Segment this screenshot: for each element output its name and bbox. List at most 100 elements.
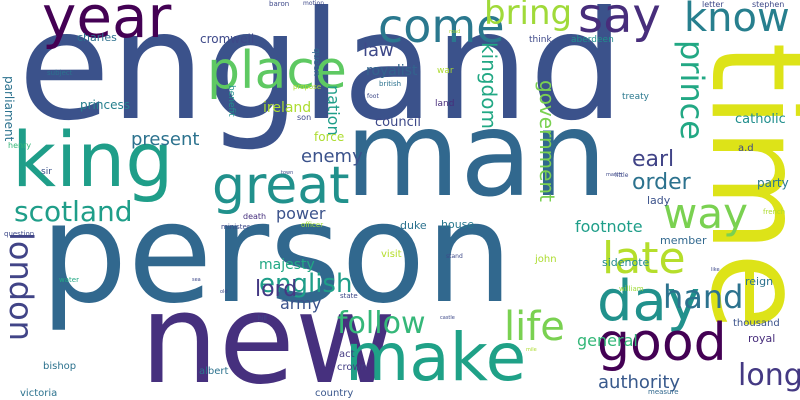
word-like: like xyxy=(711,267,720,273)
word-order: order xyxy=(632,170,691,195)
word-bishop: bishop xyxy=(43,361,77,372)
word-letter: letter xyxy=(702,0,724,9)
word-act: act xyxy=(339,349,355,360)
word-army: army xyxy=(280,294,322,313)
word-place: place xyxy=(207,41,347,101)
word-government: government xyxy=(535,80,559,202)
word-subject: subject xyxy=(47,69,73,77)
word-lord: lord xyxy=(255,277,298,302)
word-life: life xyxy=(504,304,565,350)
word-crown: crown xyxy=(337,362,368,373)
word-land: land xyxy=(435,99,455,109)
word-sir: sir xyxy=(41,167,52,177)
word-earl: earl xyxy=(632,147,675,172)
word-henry: henry xyxy=(8,141,32,150)
word-motion: motion xyxy=(303,0,325,7)
word-force: force xyxy=(314,130,345,144)
word-party: party xyxy=(757,176,789,190)
word-enemy: enemy xyxy=(301,146,363,167)
word-question: question xyxy=(4,230,35,238)
word-sidenote: sidenote xyxy=(602,256,650,269)
word-minister: minister xyxy=(221,223,250,231)
word-reign: reign xyxy=(745,275,774,288)
word-propose: propose xyxy=(293,83,322,91)
word-know: know xyxy=(684,0,790,41)
word-cromwell: cromwell xyxy=(200,32,255,46)
word-victoria: victoria xyxy=(20,388,58,399)
word-say: say xyxy=(578,0,661,44)
word-death: death xyxy=(243,212,267,221)
word-year: year xyxy=(42,0,172,51)
word-member: member xyxy=(660,234,707,247)
word-come: come xyxy=(378,0,505,53)
word-parliament: parliament xyxy=(2,76,16,142)
word-kingdom: kingdom xyxy=(477,42,501,129)
word-princess: princess xyxy=(80,98,130,112)
word-long: long xyxy=(738,358,800,393)
word-road: road xyxy=(449,29,461,35)
word-mile: mile xyxy=(526,347,537,353)
word-way: way xyxy=(663,189,748,238)
word-man: man xyxy=(345,85,608,223)
word-treaty: treaty xyxy=(622,92,649,102)
word-new: new xyxy=(140,268,397,400)
word-water: water xyxy=(59,276,79,284)
word-son: son xyxy=(297,113,312,122)
word-castle: castle xyxy=(440,315,455,321)
word-power: power xyxy=(276,204,326,223)
word-foot: foot xyxy=(367,93,379,100)
word-person: person xyxy=(40,173,514,334)
word-prince: prince xyxy=(673,40,711,140)
word-house: house xyxy=(441,218,475,231)
word-catholic: catholic xyxy=(735,112,786,127)
word-great: great xyxy=(212,156,350,216)
word-king: king xyxy=(12,115,174,204)
word-duke: duke xyxy=(400,219,427,232)
word-british: british xyxy=(379,80,402,88)
word-baron: baron xyxy=(269,0,290,8)
word-country: country xyxy=(315,388,354,399)
word-scotland: scotland xyxy=(14,195,133,228)
word-queen: queen xyxy=(311,48,321,77)
word-make: make xyxy=(345,319,527,396)
word-english: english xyxy=(259,269,353,299)
word-benefit: benefit xyxy=(226,85,236,117)
word-aberdeen: aberdeen xyxy=(571,35,614,45)
word-visit: visit xyxy=(381,249,402,260)
word-late: late xyxy=(602,233,686,284)
word-day: day xyxy=(597,269,701,334)
word-officer: officer xyxy=(301,221,324,229)
word-royalist: royalist xyxy=(366,63,418,79)
word-think: think xyxy=(529,35,552,45)
word-present: present xyxy=(131,129,200,150)
word-charles: charles xyxy=(77,31,117,44)
word-bring: bring xyxy=(484,0,573,33)
word-measure: measure xyxy=(648,388,679,396)
word-royal: royal xyxy=(748,332,776,345)
word-state: state xyxy=(340,292,358,300)
word-stephen: stephen xyxy=(752,0,785,9)
word-ireland: ireland xyxy=(263,100,312,116)
word-footnote: footnote xyxy=(575,217,643,236)
word-good: good xyxy=(597,313,727,373)
word-england: england xyxy=(18,0,625,154)
word-hill: hill xyxy=(258,315,267,322)
word-a-d: a.d xyxy=(738,143,754,154)
word-nation: nation xyxy=(324,85,343,136)
word-john: john xyxy=(535,254,557,265)
word-law: law xyxy=(363,40,394,61)
word-old: old xyxy=(220,289,228,295)
word-town: town xyxy=(281,170,294,176)
word-lady: lady xyxy=(647,194,671,207)
word-little: little xyxy=(615,172,629,179)
word-london: london xyxy=(2,232,40,341)
word-council: council xyxy=(375,115,421,130)
word-stand: stand xyxy=(446,253,463,260)
word-william: william xyxy=(619,285,644,293)
word-general: general xyxy=(577,331,638,350)
word-albert: albert xyxy=(199,366,229,377)
word-march: march xyxy=(606,172,622,178)
word-authority: authority xyxy=(598,372,681,393)
word-majesty: majesty xyxy=(259,257,315,273)
